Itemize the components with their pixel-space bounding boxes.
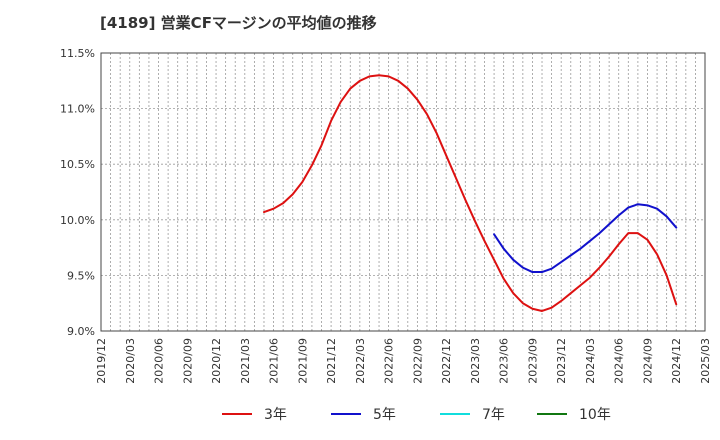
x-tick-label: 2021/09 [296,338,309,384]
x-tick-label: 2024/06 [613,338,626,384]
x-tick-label: 2023/09 [526,338,539,384]
legend-label: 5年 [373,407,396,423]
y-tick-label: 9.0% [67,325,95,338]
x-tick-label: 2023/12 [555,338,568,384]
x-tick-label: 2023/06 [498,338,511,384]
x-tick-label: 2023/03 [469,338,482,384]
x-tick-label: 2022/12 [440,338,453,384]
x-tick-label: 2022/06 [383,338,396,384]
y-tick-label: 11.5% [60,47,95,60]
x-tick-label: 2021/12 [325,338,338,384]
y-tick-label: 9.5% [67,269,95,282]
grid-layer [101,52,705,332]
x-tick-label: 2022/09 [411,338,424,384]
chart-title: [4189] 営業CFマージンの平均値の推移 [100,14,377,32]
y-tick-label: 11.0% [60,103,95,116]
x-tick-label: 2021/06 [268,338,281,384]
series-line-2 [493,203,678,274]
x-tick-label: 2022/03 [354,338,367,384]
x-tick-label: 2024/12 [670,338,683,384]
legend-label: 10年 [579,407,611,423]
x-axis: 2019/12 2020/03 2020/06 2020/09 2020/12 2021/… [95,338,712,384]
x-tick-label: 2019/12 [95,338,108,384]
x-tick-label: 2025/03 [699,338,712,384]
x-tick-label: 2020/12 [210,338,223,384]
y-axis: 9.0% 9.5% 10.0% 10.5% 11.0% 11.5% [60,47,95,338]
x-tick-label: 2020/06 [153,338,166,384]
x-tick-label: 2024/03 [584,338,597,384]
legend: 3年 5年 7年 10年 [222,407,611,423]
y-tick-label: 10.0% [60,214,95,227]
x-tick-label: 2020/09 [181,338,194,384]
series-layer [262,74,678,312]
legend-label: 3年 [264,407,287,423]
x-tick-label: 2021/03 [239,338,252,384]
plot-frame [100,52,706,332]
x-tick-label: 2024/09 [641,338,654,384]
legend-label: 7年 [482,407,505,423]
y-tick-label: 10.5% [60,158,95,171]
x-tick-label: 2020/03 [124,338,137,384]
series-line-1 [262,74,678,312]
